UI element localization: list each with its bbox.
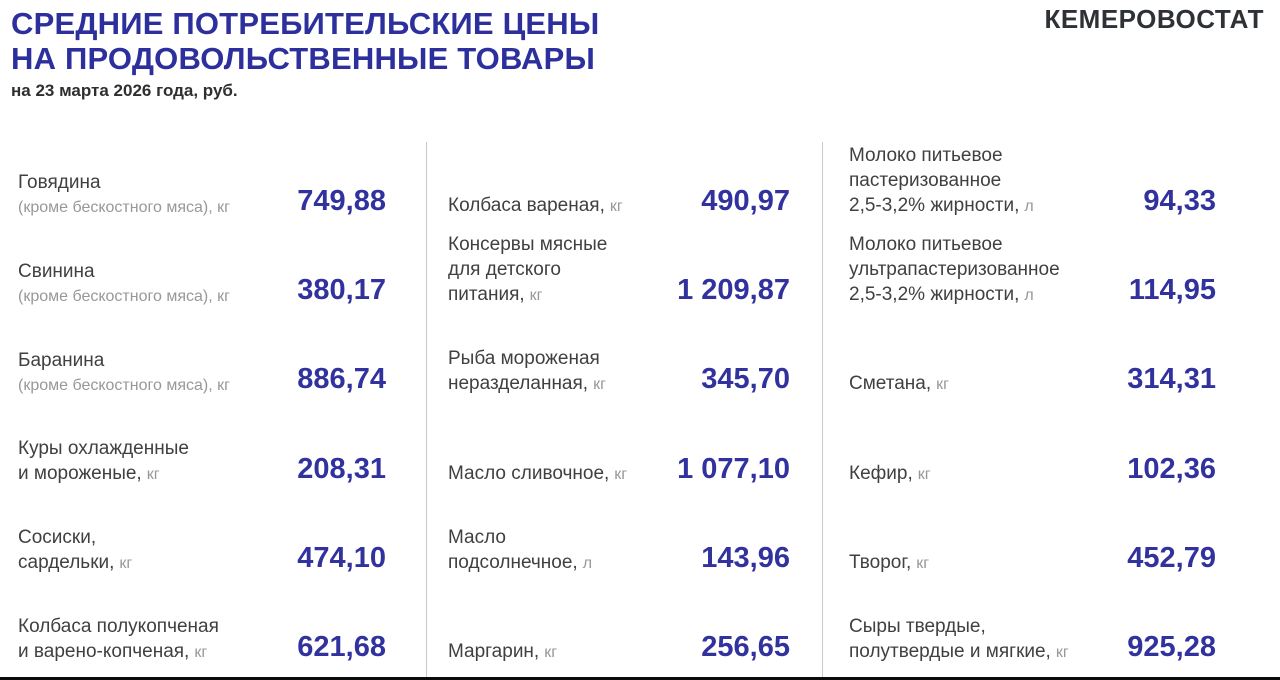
product-name: Кефир, <box>849 462 913 484</box>
product-price: 925,28 <box>1127 630 1216 663</box>
product-name: Куры охлажденные и мороженые, <box>18 437 189 484</box>
product-price: 886,74 <box>297 363 386 396</box>
price-column-3: Молоко питьевое пастеризованное 2,5-3,2%… <box>822 142 1280 677</box>
page-title: СРЕДНИЕ ПОТРЕБИТЕЛЬСКИЕ ЦЕНЫ НА ПРОДОВОЛ… <box>11 6 600 76</box>
product-name: Колбаса вареная, <box>448 195 605 217</box>
product-unit: л <box>1024 287 1034 305</box>
product-name: Молоко питьевое пастеризованное 2,5-3,2%… <box>849 144 1020 217</box>
product-name: Рыба мороженая неразделанная, <box>448 348 600 395</box>
product-price: 749,88 <box>297 185 386 218</box>
product-note: (кроме бескостного мяса), кг <box>18 288 230 306</box>
product-name: Консервы мясные для детского питания, <box>448 234 608 306</box>
product-unit: кг <box>529 287 543 305</box>
product-label: Кефир, кг <box>849 461 931 486</box>
product-label: Сыры твердые, полутвердые и мягкие, кг <box>849 614 1069 664</box>
product-item: Рыба мороженая неразделанная, кг 345,70 <box>448 320 790 409</box>
product-price: 314,31 <box>1127 363 1216 396</box>
product-label: Свинина (кроме бескостного мяса), кг <box>18 259 230 307</box>
product-price: 1 077,10 <box>677 452 790 485</box>
product-item: Масло сливочное, кг 1 077,10 <box>448 409 790 498</box>
product-name: Масло сливочное, <box>448 462 610 484</box>
product-item: Молоко питьевое пастеризованное 2,5-3,2%… <box>849 142 1216 231</box>
product-label: Консервы мясные для детского питания, кг <box>448 232 607 307</box>
product-unit: кг <box>119 554 133 572</box>
product-price: 102,36 <box>1127 452 1216 485</box>
product-name: Сосиски, сардельки, <box>18 526 115 573</box>
product-label: Масло подсолнечное, л <box>448 525 592 575</box>
product-label: Рыба мороженая неразделанная, кг <box>448 346 606 396</box>
product-name: Творог, <box>849 551 912 573</box>
bottom-rule <box>0 677 1280 680</box>
product-item: Куры охлажденные и мороженые, кг 208,31 <box>18 409 386 498</box>
product-unit: л <box>1024 198 1034 216</box>
product-item: Молоко питьевое ультрапастеризованное 2,… <box>849 231 1216 320</box>
product-item: Колбаса полукопченая и варено-копченая, к… <box>18 588 386 677</box>
brand-logo: КЕМЕРОВОСТАТ <box>1044 4 1264 34</box>
product-label: Сметана, кг <box>849 371 949 396</box>
product-note: (кроме бескостного мяса), кг <box>18 199 230 217</box>
product-label: Колбаса вареная, кг <box>448 193 623 218</box>
product-item: Сыры твердые, полутвердые и мягкие, кг 92… <box>849 588 1216 677</box>
product-name: Масло подсолнечное, <box>448 526 578 573</box>
product-label: Говядина (кроме бескостного мяса), кг <box>18 170 230 218</box>
product-label: Молоко питьевое пастеризованное 2,5-3,2%… <box>849 143 1034 218</box>
product-item: Маргарин, кг 256,65 <box>448 588 790 677</box>
price-column-1: Говядина (кроме бескостного мяса), кг 74… <box>0 142 426 677</box>
product-item: Масло подсолнечное, л 143,96 <box>448 499 790 588</box>
product-name: Свинина <box>18 261 95 283</box>
product-note: (кроме бескостного мяса), кг <box>18 377 230 395</box>
product-unit: кг <box>614 465 628 483</box>
product-item: Свинина (кроме бескостного мяса), кг 380… <box>18 231 386 320</box>
product-price: 256,65 <box>701 630 790 663</box>
product-label: Баранина (кроме бескостного мяса), кг <box>18 348 230 396</box>
product-label: Колбаса полукопченая и варено-копченая, к… <box>18 614 219 664</box>
product-item: Сметана, кг 314,31 <box>849 320 1216 409</box>
product-item: Творог, кг 452,79 <box>849 499 1216 588</box>
product-price: 94,33 <box>1143 185 1216 218</box>
product-name: Сметана, <box>849 373 932 395</box>
product-label: Куры охлажденные и мороженые, кг <box>18 436 189 486</box>
product-unit: кг <box>917 465 931 483</box>
product-unit: кг <box>936 376 949 394</box>
product-unit: кг <box>593 376 606 394</box>
product-name: Колбаса полукопченая и варено-копченая, <box>18 615 219 662</box>
product-price: 1 209,87 <box>677 274 790 307</box>
product-unit: кг <box>916 554 930 572</box>
header: СРЕДНИЕ ПОТРЕБИТЕЛЬСКИЕ ЦЕНЫ НА ПРОДОВОЛ… <box>11 6 1264 101</box>
product-name: Молоко питьевое ультрапастеризованное 2,… <box>849 234 1060 306</box>
product-unit: кг <box>1055 643 1069 661</box>
price-column-2: Колбаса вареная, кг 490,97 Консервы мясны… <box>426 142 822 677</box>
product-price: 345,70 <box>701 363 790 396</box>
price-columns: Говядина (кроме бескостного мяса), кг 74… <box>0 142 1280 677</box>
product-price: 474,10 <box>297 541 386 574</box>
product-name: Сыры твердые, полутвердые и мягкие, <box>849 615 1051 662</box>
product-label: Сосиски, сардельки, кг <box>18 525 132 575</box>
product-item: Говядина (кроме бескостного мяса), кг 74… <box>18 142 386 231</box>
product-item: Сосиски, сардельки, кг 474,10 <box>18 499 386 588</box>
product-unit: кг <box>194 643 208 661</box>
product-name: Баранина <box>18 350 105 372</box>
product-unit: кг <box>544 643 558 661</box>
product-price: 208,31 <box>297 452 386 485</box>
product-label: Масло сливочное, кг <box>448 461 627 486</box>
product-unit: кг <box>609 198 623 216</box>
product-unit: кг <box>146 465 160 483</box>
product-item: Баранина (кроме бескостного мяса), кг 88… <box>18 320 386 409</box>
product-price: 621,68 <box>297 630 386 663</box>
product-label: Маргарин, кг <box>448 639 557 664</box>
product-item: Колбаса вареная, кг 490,97 <box>448 142 790 231</box>
product-name: Маргарин, <box>448 640 540 662</box>
product-price: 114,95 <box>1128 274 1216 307</box>
product-label: Молоко питьевое ультрапастеризованное 2,… <box>849 232 1060 307</box>
product-price: 490,97 <box>701 185 790 218</box>
product-price: 380,17 <box>297 274 386 307</box>
product-name: Говядина <box>18 171 101 193</box>
page-subtitle: на 23 марта 2026 года, руб. <box>11 81 238 100</box>
product-item: Кефир, кг 102,36 <box>849 409 1216 498</box>
product-unit: л <box>582 554 593 572</box>
product-price: 143,96 <box>701 541 790 574</box>
product-item: Консервы мясные для детского питания, кг … <box>448 231 790 320</box>
product-label: Творог, кг <box>849 550 929 575</box>
product-price: 452,79 <box>1127 541 1216 574</box>
